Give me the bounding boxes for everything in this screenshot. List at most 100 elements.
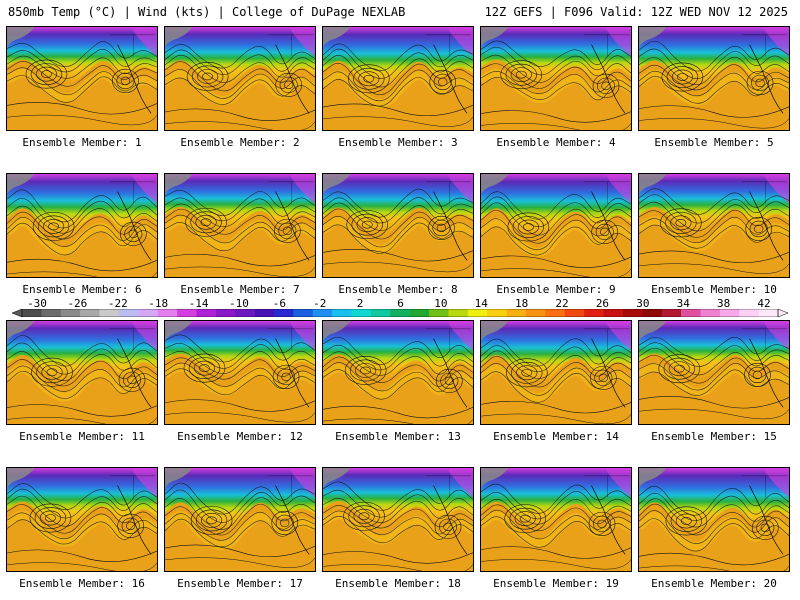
colorbar-bin [215,309,236,317]
colorbar-bin [719,309,740,317]
colorbar-bin [467,309,488,317]
colorbar-bin [661,309,682,317]
colorbar-bin [118,309,139,317]
ensemble-panel [322,26,474,131]
ensemble-member-label: Ensemble Member: 10 [651,283,777,296]
ensemble-panel [322,173,474,278]
ensemble-member-label: Ensemble Member: 15 [651,430,777,443]
ensemble-panel [6,26,158,131]
ensemble-panel [164,467,316,572]
colorbar-bin [526,309,546,317]
colorbar-tick-label: 22 [555,297,569,310]
ensemble-member-label: Ensemble Member: 19 [493,577,619,590]
colorbar-bin [370,309,391,317]
colorbar-bin [448,309,469,317]
ensemble-member-label: Ensemble Member: 1 [22,136,142,149]
colorbar-bin [235,309,255,317]
ensemble-member-label: Ensemble Member: 11 [19,430,145,443]
colorbar-bin [545,309,566,317]
colorbar-bin [177,309,197,317]
colorbar-tick-label: 42 [757,297,771,310]
colorbar-bin [312,309,333,317]
colorbar-bin [564,309,585,317]
colorbar-bin [409,309,430,317]
ensemble-panel [322,320,474,425]
colorbar-min-arrow [12,309,23,317]
map-title: 850mb Temp (°C) | Wind (kts) | College o… [8,5,406,19]
ensemble-panel [638,173,790,278]
ensemble-panel [6,320,158,425]
colorbar-tick-label: -18 [148,297,169,310]
colorbar-bin [429,309,449,317]
colorbar-tick-label: -2 [313,297,327,310]
ensemble-member-label: Ensemble Member: 14 [493,430,619,443]
colorbar-bin [99,309,120,317]
ensemble-panel [480,173,632,278]
ensemble-member-label: Ensemble Member: 8 [338,283,458,296]
ensemble-member-label: Ensemble Member: 2 [180,136,300,149]
colorbar-tick-label: 10 [434,297,448,310]
colorbar-tick-label: 6 [397,297,404,310]
colorbar-bin [196,309,217,317]
ensemble-panel [6,173,158,278]
colorbar-bin [642,309,662,317]
colorbar-bin [254,309,275,317]
colorbar-bin [22,309,42,317]
colorbar-bin [584,309,604,317]
colorbar-tick-label: 38 [716,297,731,310]
colorbar-tick-label: 14 [474,297,488,310]
colorbar-max-arrow [777,309,788,317]
colorbar-bin [138,309,158,317]
ensemble-panel [638,467,790,572]
colorbar-bin [506,309,527,317]
colorbar-tick-label: -22 [107,297,128,310]
colorbar-bin [351,309,372,317]
model-run-info: 12Z GEFS | F096 Valid: 12Z WED NOV 12 20… [484,5,788,19]
colorbar-bin [157,309,178,317]
colorbar-bin [60,309,81,317]
colorbar-bin [332,309,352,317]
colorbar-bin [681,309,701,317]
temperature-colorbar [12,309,788,317]
ensemble-member-label: Ensemble Member: 4 [496,136,616,149]
ensemble-panel [164,320,316,425]
ensemble-member-label: Ensemble Member: 12 [177,430,303,443]
colorbar-tick-label: 34 [676,297,690,310]
colorbar-bin [700,309,721,317]
colorbar-bin [603,309,624,317]
colorbar-bin [739,309,759,317]
ensemble-panel [322,467,474,572]
ensemble-member-label: Ensemble Member: 17 [177,577,303,590]
colorbar-tick-label: 26 [595,297,610,310]
ensemble-member-label: Ensemble Member: 13 [335,430,461,443]
colorbar-bin [390,309,410,317]
ensemble-member-label: Ensemble Member: 9 [496,283,616,296]
colorbar-bin [487,309,507,317]
ensemble-member-label: Ensemble Member: 16 [19,577,145,590]
colorbar-tick-label: 2 [356,297,364,310]
colorbar-bin [274,309,294,317]
colorbar-bin [41,309,62,317]
colorbar-tick-label: -14 [188,297,209,310]
colorbar-bin [622,309,643,317]
ensemble-panel [480,26,632,131]
colorbar-tick-label: 30 [636,297,650,310]
ensemble-panel [638,320,790,425]
colorbar-bin [80,309,100,317]
ensemble-member-label: Ensemble Member: 20 [651,577,777,590]
colorbar-tick-label: -26 [67,297,88,310]
ensemble-panel [164,26,316,131]
ensemble-member-label: Ensemble Member: 18 [335,577,461,590]
colorbar-tick-label: -10 [229,297,249,310]
ensemble-panel [480,320,632,425]
colorbar-bin [293,309,314,317]
ensemble-member-label: Ensemble Member: 6 [22,283,142,296]
colorbar-tick-label: -6 [272,297,286,310]
ensemble-panel [638,26,790,131]
colorbar-tick-label: -30 [27,297,47,310]
ensemble-panel [164,173,316,278]
colorbar-tick-label: 18 [515,297,529,310]
colorbar-bin [758,309,779,317]
ensemble-panel [480,467,632,572]
ensemble-member-label: Ensemble Member: 5 [654,136,774,149]
